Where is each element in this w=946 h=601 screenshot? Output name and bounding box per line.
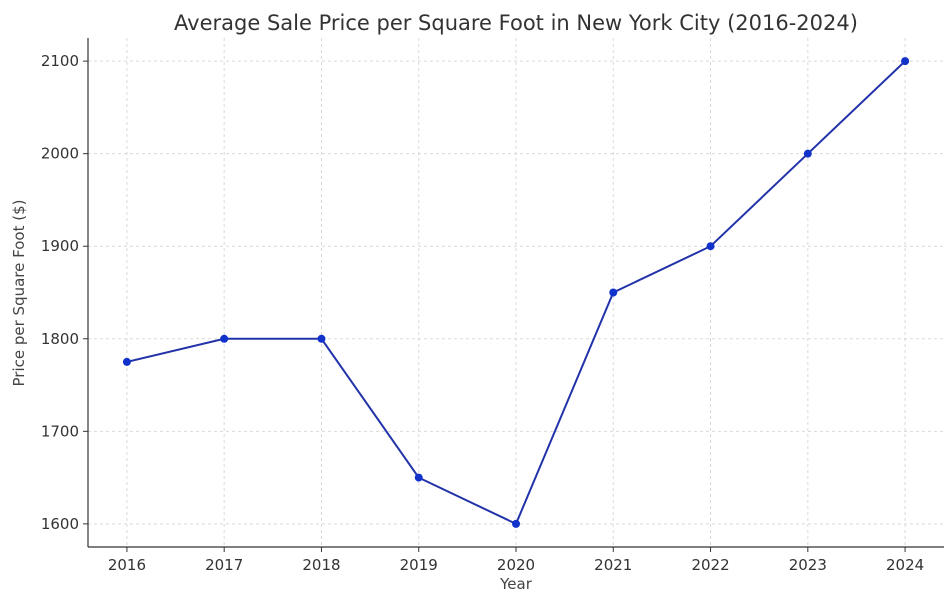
x-tick-label: 2019 — [400, 556, 438, 574]
data-point-2023 — [803, 149, 812, 158]
data-point-2016 — [122, 357, 131, 366]
data-point-2021 — [609, 288, 618, 297]
data-point-2019 — [414, 473, 423, 482]
y-axis-ticks: 1600 1700 1800 1900 2000 2100 — [41, 52, 88, 533]
x-tick-label: 2017 — [205, 556, 243, 574]
y-tick-label: 1800 — [41, 330, 79, 348]
data-point-2018 — [317, 334, 326, 343]
y-tick-label: 2100 — [41, 52, 79, 70]
x-axis-ticks: 2016 2017 2018 2019 2020 2021 2022 2023 2024 — [108, 547, 924, 574]
x-tick-label: 2024 — [886, 556, 924, 574]
x-tick-label: 2022 — [691, 556, 729, 574]
y-tick-label: 1700 — [41, 422, 79, 440]
y-axis-label: Price per Square Foot ($) — [10, 200, 28, 387]
x-tick-label: 2020 — [497, 556, 535, 574]
data-point-2020 — [512, 519, 520, 528]
chart-title: Average Sale Price per Square Foot in Ne… — [174, 11, 858, 35]
data-point-2024 — [901, 57, 910, 66]
y-tick-label: 1900 — [41, 237, 79, 255]
x-tick-label: 2021 — [594, 556, 632, 574]
y-tick-label: 2000 — [41, 145, 79, 163]
x-tick-label: 2018 — [302, 556, 340, 574]
data-point-2017 — [220, 334, 229, 343]
x-axis-label: Year — [499, 575, 533, 593]
y-tick-label: 1600 — [41, 515, 79, 533]
series — [122, 57, 910, 528]
x-tick-label: 2016 — [108, 556, 146, 574]
data-point-2022 — [706, 242, 715, 251]
grid-lines — [88, 38, 944, 547]
x-tick-label: 2023 — [789, 556, 827, 574]
